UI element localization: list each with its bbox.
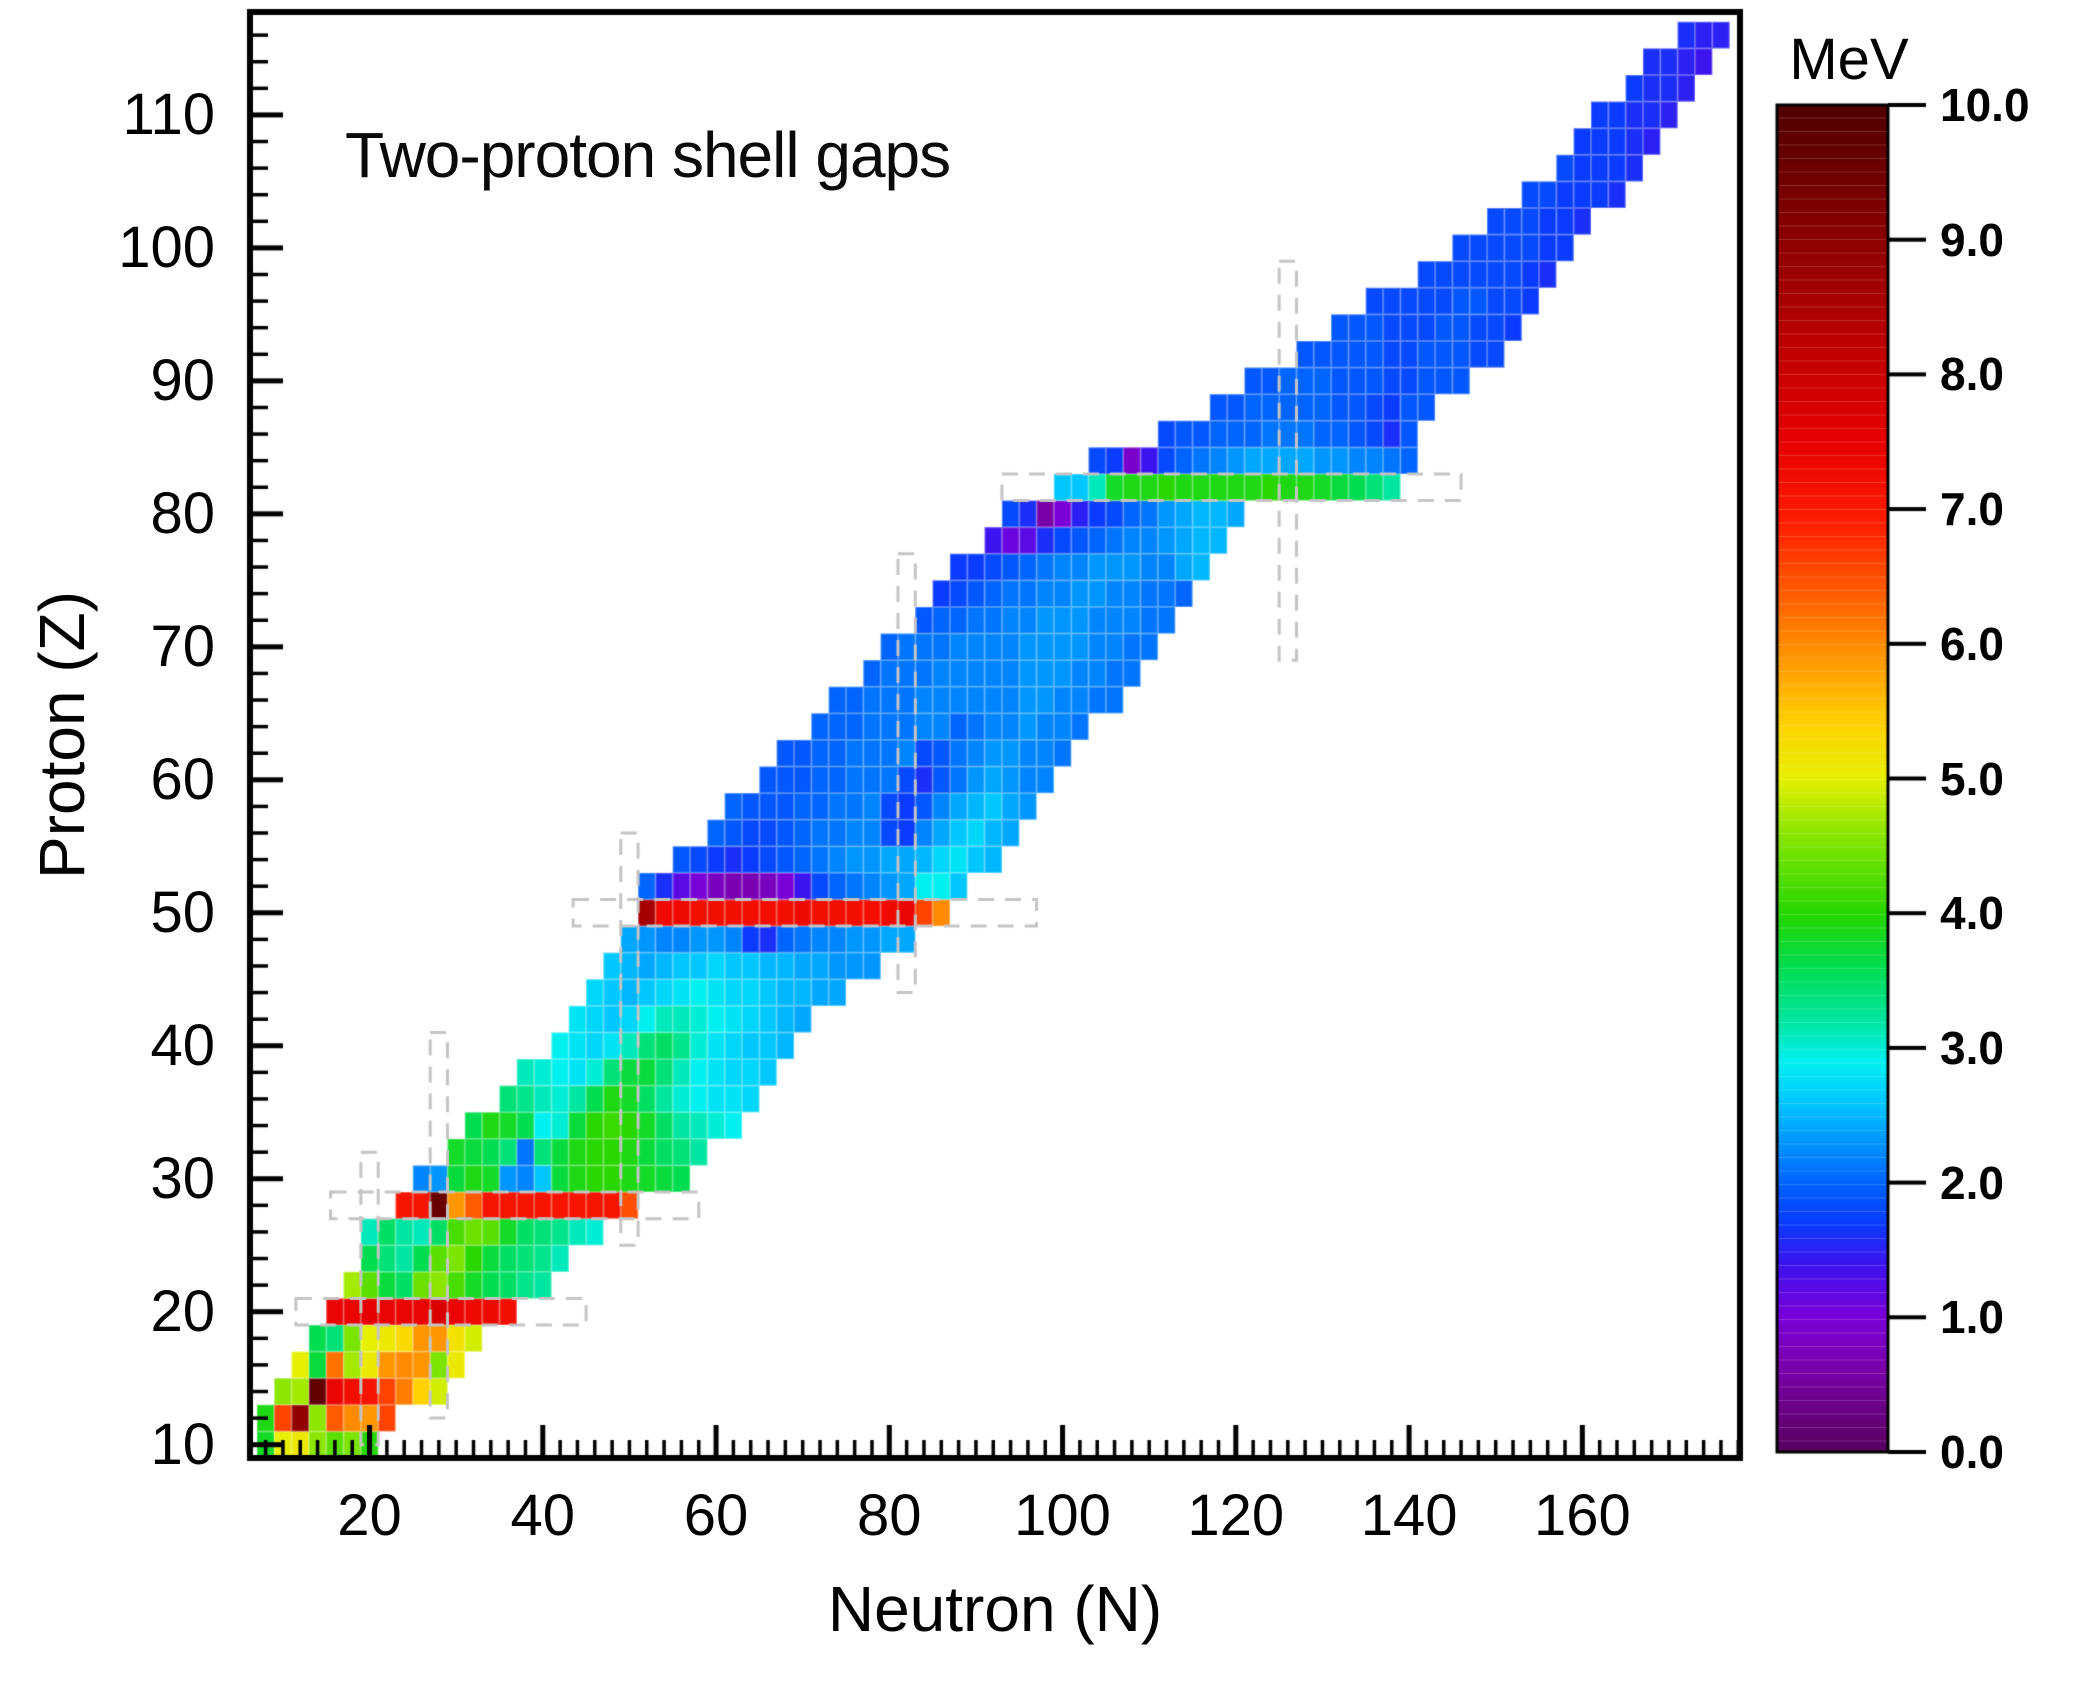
y-tick-label-70: 70 [150,613,215,679]
y-tick-label-20: 20 [150,1278,215,1344]
y-tick-label-50: 50 [150,879,215,945]
x-tick-label-40: 40 [510,1483,576,1548]
y-tick-label-40: 40 [150,1012,215,1078]
y-tick-label-90: 90 [150,347,215,413]
x-axis-label: Neutron (N) [827,1573,1163,1645]
x-tick-label-120: 120 [1187,1483,1285,1548]
y-tick-label-10: 10 [150,1411,215,1477]
x-tick-label-80: 80 [857,1483,922,1548]
y-tick-label-80: 80 [150,480,215,546]
colorbar-tick-label-4.0: 4.0 [1940,887,2004,940]
y-tick-label-30: 30 [150,1145,215,1211]
x-tick-label-140: 140 [1360,1483,1458,1548]
colorbar-tick-label-2.0: 2.0 [1940,1156,2004,1209]
x-tick-label-60: 60 [683,1483,749,1548]
colorbar-tick-label-10.0: 10.0 [1940,79,2030,131]
colorbar-tick-label-7.0: 7.0 [1940,483,2004,536]
x-tick-label-100: 100 [1014,1483,1111,1548]
y-tick-label-60: 60 [150,746,215,812]
colorbar-tick-label-3.0: 3.0 [1940,1021,2004,1074]
colorbar-tick-label-6.0: 6.0 [1940,617,2004,670]
colorbar-tick-label-9.0: 9.0 [1940,213,2004,266]
x-tick-label-20: 20 [337,1483,402,1548]
colorbar-tick-label-1.0: 1.0 [1940,1291,2004,1344]
colorbar-tick-label-5.0: 5.0 [1940,752,2004,805]
colorbar-tick-label-8.0: 8.0 [1940,348,2004,401]
colorbar-title: MeV [1789,27,1909,92]
x-tick-label-160: 160 [1533,1483,1631,1548]
colorbar-tick-label-0.0: 0.0 [1940,1426,2004,1478]
y-tick-label-110: 110 [122,81,215,147]
y-tick-label-100: 100 [118,214,215,280]
plot-title: Two-proton shell gaps [345,119,951,191]
